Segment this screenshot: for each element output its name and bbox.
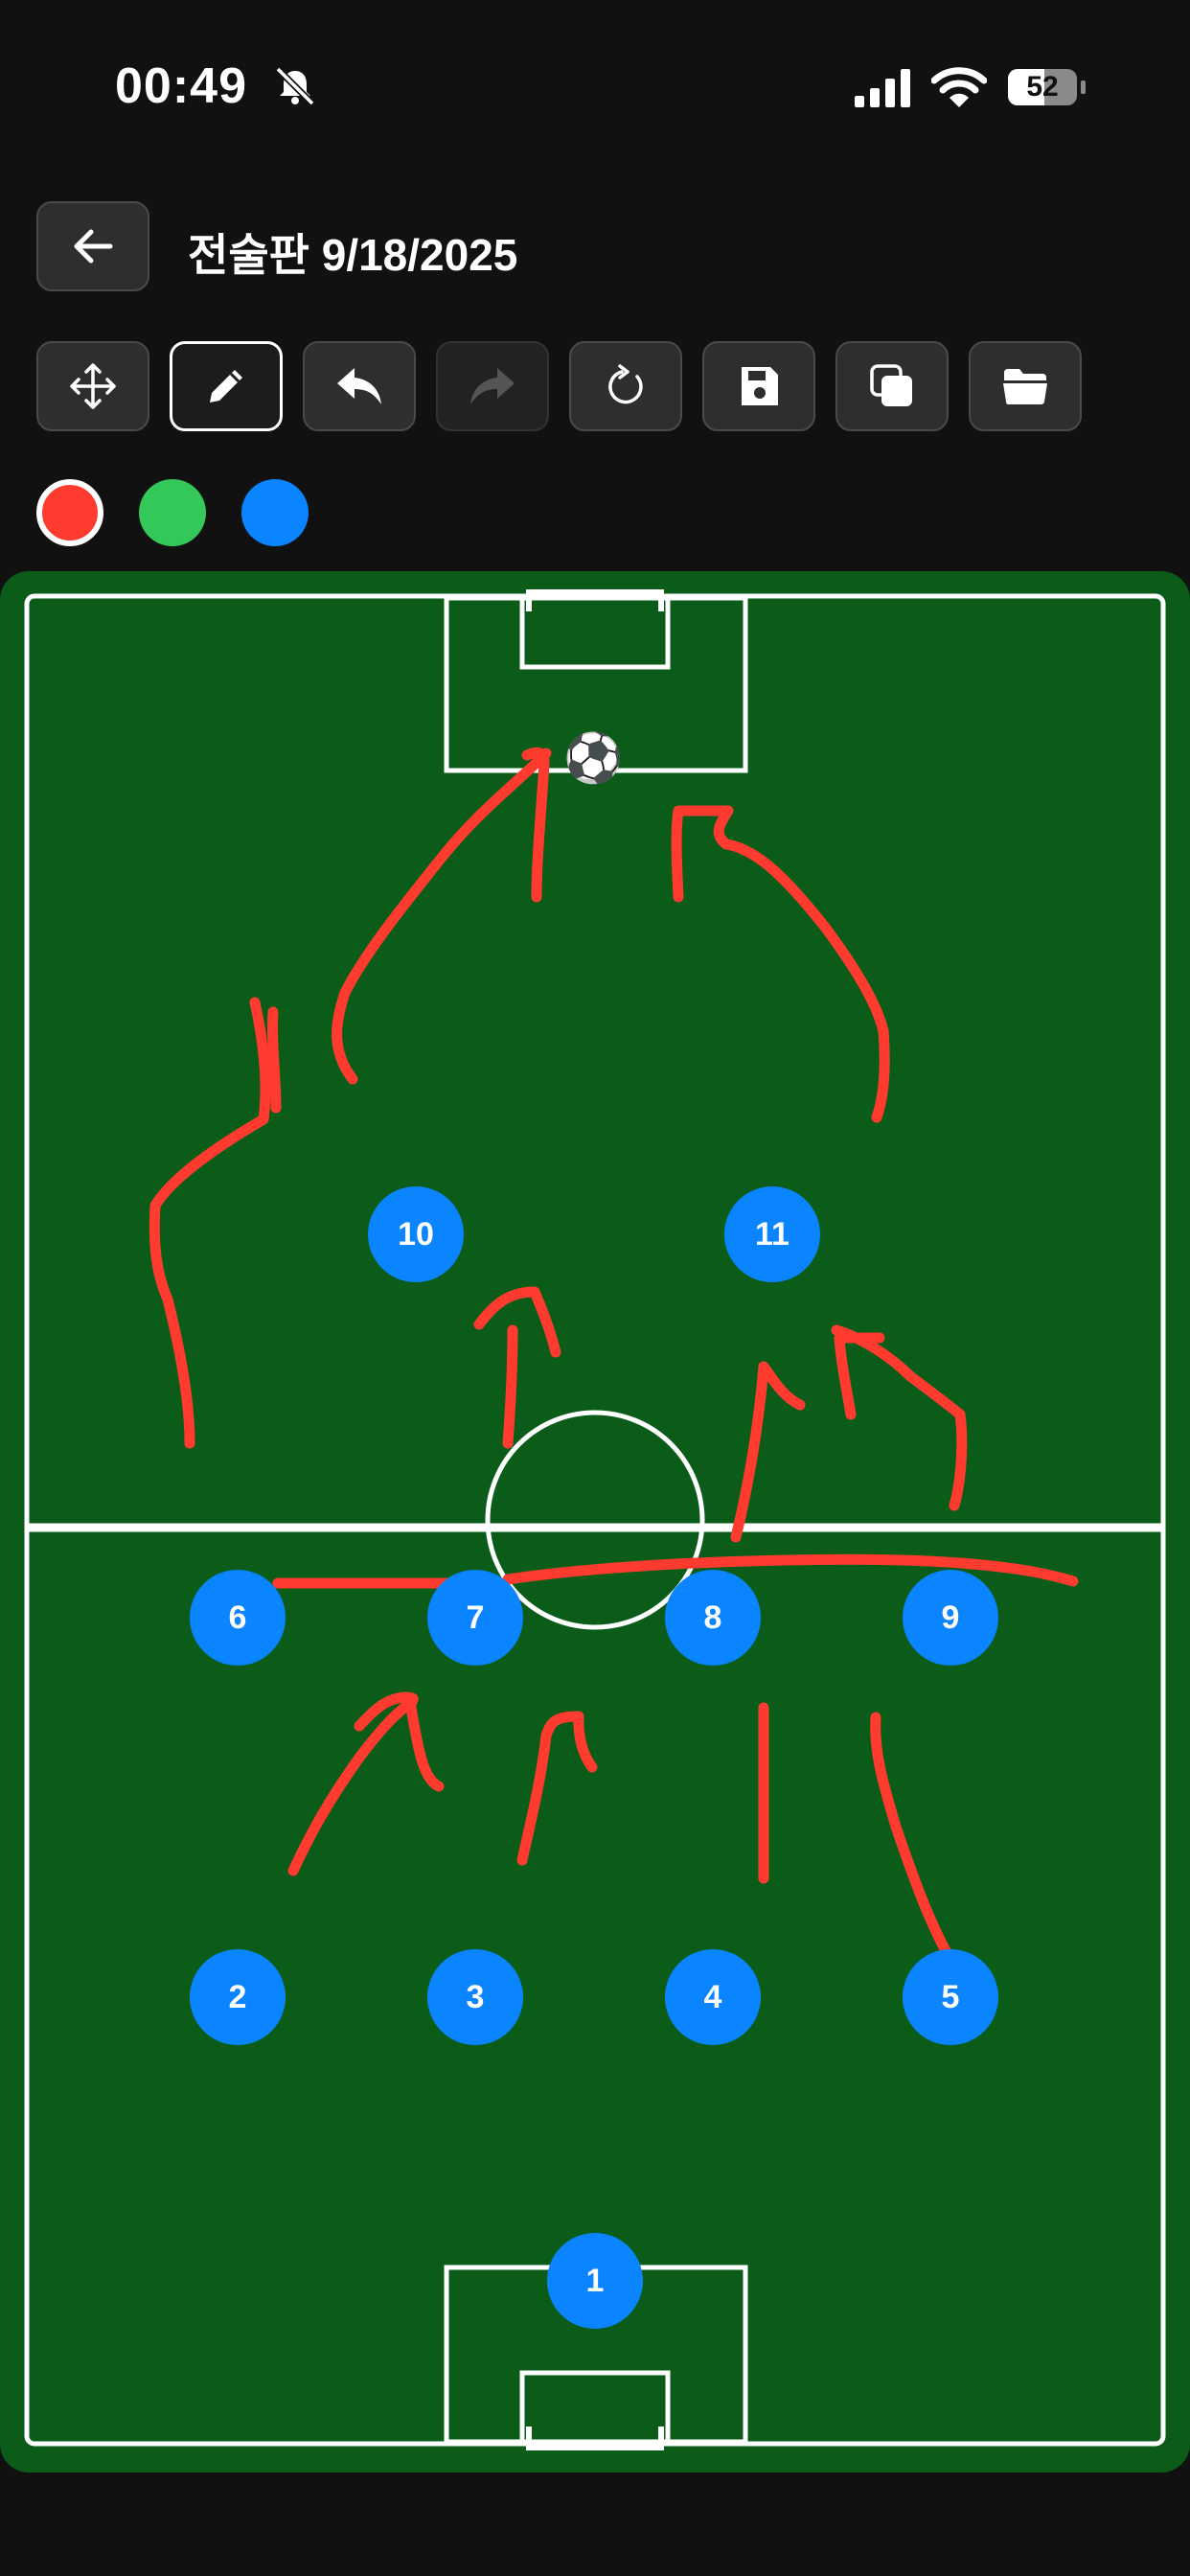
arrow-left-icon <box>74 229 113 264</box>
bottom-goal <box>526 2426 664 2450</box>
drawn-stroke <box>149 997 271 1449</box>
center-circle <box>485 1410 705 1630</box>
draw-tool-button[interactable] <box>170 341 283 431</box>
back-button[interactable] <box>36 201 149 291</box>
drawn-stroke <box>516 1711 598 1866</box>
player-token[interactable]: 6 <box>190 1570 286 1666</box>
battery-level: 52 <box>1026 71 1059 103</box>
drawn-stroke <box>267 1006 282 1114</box>
page-title: 전술판 9/18/2025 <box>188 230 518 280</box>
drawn-strokes <box>149 747 1079 1962</box>
status-time: 00:49 <box>115 58 247 114</box>
drawn-stroke <box>473 1286 561 1358</box>
drawn-stroke <box>404 1696 445 1792</box>
drawn-stroke <box>671 805 890 1123</box>
save-icon <box>742 367 778 405</box>
drawn-stroke <box>521 747 550 903</box>
player-token[interactable]: 4 <box>665 1949 761 2045</box>
redo-icon <box>470 368 515 404</box>
reset-button[interactable] <box>569 341 682 431</box>
player-token[interactable]: 5 <box>903 1949 998 2045</box>
redo-button[interactable] <box>436 341 549 431</box>
drawn-stroke <box>834 1332 885 1420</box>
header: 전술판 9/18/2025 <box>0 201 1190 293</box>
save-button[interactable] <box>702 341 815 431</box>
player-token[interactable]: 3 <box>427 1949 523 2045</box>
move-tool-button[interactable] <box>36 341 149 431</box>
drawn-stroke <box>870 1712 954 1962</box>
open-button[interactable] <box>969 341 1082 431</box>
wifi-icon <box>931 67 987 107</box>
top-goal-area <box>519 595 671 670</box>
drawn-stroke <box>831 1324 968 1511</box>
top-goal <box>526 589 664 611</box>
color-swatch-red[interactable] <box>36 479 103 546</box>
undo-button[interactable] <box>303 341 416 431</box>
player-token[interactable]: 9 <box>903 1570 998 1666</box>
color-swatch-green[interactable] <box>139 479 206 546</box>
player-token[interactable]: 8 <box>665 1570 761 1666</box>
player-token[interactable]: 2 <box>190 1949 286 2045</box>
copy-icon <box>870 364 912 406</box>
bell-slash-icon <box>275 66 315 106</box>
player-token[interactable]: 1 <box>547 2233 643 2329</box>
player-token[interactable]: 7 <box>427 1570 523 1666</box>
folder-icon <box>1003 369 1047 404</box>
tactics-board[interactable]: ⚽ 10 11 6 7 8 9 2 3 4 5 1 <box>0 571 1190 2472</box>
drawn-stroke <box>287 1691 419 1876</box>
status-bar: 00:49 52 <box>0 0 1190 172</box>
cellular-signal-icon <box>855 69 910 107</box>
battery-icon: 52 <box>1006 67 1087 107</box>
pitch-markings <box>24 589 1166 2450</box>
pencil-icon <box>210 370 242 402</box>
soccer-ball[interactable]: ⚽ <box>563 731 624 785</box>
drawn-stroke <box>332 748 552 1085</box>
refresh-icon <box>608 364 643 404</box>
toolbar <box>0 341 1190 433</box>
drawn-stroke <box>730 1361 806 1543</box>
player-token[interactable]: 11 <box>724 1186 820 1282</box>
drawn-stroke <box>502 1324 518 1449</box>
duplicate-button[interactable] <box>835 341 949 431</box>
pitch-boundary <box>24 593 1166 2447</box>
bottom-goal-area <box>519 2370 671 2445</box>
player-token[interactable]: 10 <box>368 1186 464 1282</box>
color-picker <box>0 479 1190 548</box>
move-arrows-icon <box>70 363 116 409</box>
drawn-stroke <box>502 1553 1079 1587</box>
color-swatch-blue[interactable] <box>241 479 309 546</box>
undo-icon <box>337 368 381 404</box>
